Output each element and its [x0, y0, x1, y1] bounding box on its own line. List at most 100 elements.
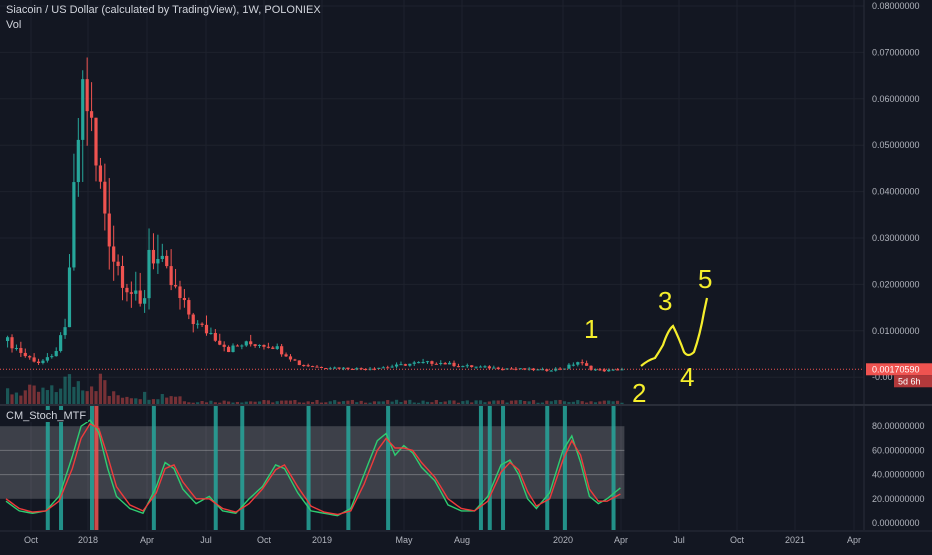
volume-bar	[280, 400, 284, 404]
candle-body	[116, 261, 120, 266]
volume-bar	[222, 400, 226, 404]
candle-body	[191, 314, 195, 325]
volume-bar	[45, 390, 49, 404]
volume-bar	[213, 402, 217, 404]
volume-bar	[249, 401, 253, 404]
volume-bar	[112, 391, 116, 404]
candle-body	[94, 117, 98, 166]
volume-bar	[32, 385, 36, 404]
volume-bar	[531, 400, 536, 404]
candle-body	[425, 361, 430, 363]
candle-body	[280, 346, 284, 355]
volume-bar	[589, 401, 593, 404]
volume-bar	[576, 400, 580, 404]
stoch-cross-bar	[478, 406, 483, 530]
volume-bar	[173, 396, 178, 404]
indicator-name[interactable]: CM_Stoch_MTF	[4, 410, 89, 422]
countdown-label: 5d 6h	[898, 376, 921, 386]
volume-bar	[284, 400, 288, 404]
stoch-tick-label: 60.00000000	[872, 445, 925, 455]
volume-bar	[615, 400, 620, 404]
candle-body	[262, 344, 266, 347]
volume-bar	[474, 400, 478, 404]
volume-bar	[240, 402, 244, 404]
volume-bar	[98, 373, 103, 404]
countdown-tag	[894, 375, 932, 388]
volume-bar	[266, 400, 270, 404]
candle-body	[350, 368, 354, 370]
stoch-tick-label: 40.00000000	[872, 470, 925, 480]
volume-bar	[386, 400, 390, 404]
candle-body	[417, 362, 421, 364]
volume-bar	[571, 401, 575, 404]
candle-body	[403, 364, 407, 366]
candle-body	[240, 345, 244, 347]
candle-body	[324, 367, 328, 369]
candle-body	[611, 369, 615, 371]
candle-body	[536, 369, 540, 371]
candle-body	[231, 345, 235, 353]
volume-bar	[341, 401, 346, 404]
volume-bar	[549, 401, 553, 404]
candle-body	[266, 346, 270, 348]
candle-body	[169, 266, 173, 286]
volume-bar	[368, 402, 372, 404]
volume-label: Vol	[6, 19, 22, 31]
candle-body	[456, 366, 461, 368]
price-tick-label: 0.01000000	[872, 326, 920, 336]
stoch-cross-bar	[59, 406, 64, 530]
stoch-cross-bar	[306, 406, 311, 530]
candle-body	[470, 365, 474, 368]
time-tick-label: May	[395, 535, 413, 545]
price-tick-label: 0.04000000	[872, 187, 920, 197]
volume-bar	[59, 388, 63, 404]
volume-bar	[147, 399, 151, 404]
candle-body	[204, 324, 209, 334]
volume-bar	[76, 381, 80, 404]
candle-body	[558, 368, 562, 370]
candle-body	[483, 366, 487, 368]
volume-bar	[514, 400, 518, 404]
candle-body	[337, 367, 341, 369]
candle-body	[394, 364, 399, 367]
volume-bar	[187, 402, 191, 404]
volume-bar	[403, 400, 407, 404]
volume-bar	[89, 386, 94, 404]
candle-body	[341, 367, 346, 369]
volume-bar	[461, 401, 465, 404]
stoch-cross-bar	[611, 406, 616, 530]
candle-body	[147, 249, 151, 299]
price-tick-label: 0.06000000	[872, 94, 920, 104]
stoch-cross-bar	[45, 406, 50, 530]
volume-bar	[567, 402, 571, 404]
candle-body	[571, 364, 575, 366]
candle-body	[478, 366, 483, 368]
candle-body	[288, 356, 293, 360]
candle-body	[200, 323, 204, 325]
candle-body	[297, 360, 301, 366]
candle-body	[386, 367, 390, 369]
candle-body	[602, 369, 606, 372]
candle-body	[593, 369, 598, 371]
candle-body	[615, 369, 620, 371]
volume-bar	[487, 401, 491, 404]
volume-bar	[275, 401, 279, 404]
candle-body	[306, 365, 310, 367]
candle-body	[585, 363, 589, 366]
volume-bar	[333, 400, 337, 404]
candle-body	[518, 368, 522, 370]
volume-bar	[430, 402, 434, 404]
volume-bar	[523, 400, 527, 404]
candle-body	[107, 213, 111, 247]
candle-body	[41, 360, 45, 363]
stoch-cross-bar	[562, 406, 567, 530]
volume-bar	[355, 402, 359, 404]
volume-bar	[505, 402, 509, 404]
candle-body	[496, 367, 500, 370]
stoch-tick-label: 0.00000000	[872, 518, 920, 528]
candle-body	[523, 368, 527, 370]
volume-bar	[253, 401, 257, 404]
candle-body	[576, 362, 580, 365]
candle-body	[249, 341, 253, 345]
